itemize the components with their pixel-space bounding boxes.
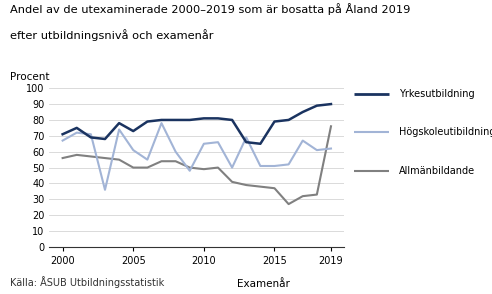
Yrkesutbildning xyxy=(229,118,235,122)
Yrkesutbildning xyxy=(314,104,320,107)
Högskoleutibildning xyxy=(229,166,235,169)
Högskoleutibildning xyxy=(257,164,263,168)
Line: Högskoleutibildning: Högskoleutibildning xyxy=(62,123,331,190)
Högskoleutibildning xyxy=(272,164,277,168)
Högskoleutibildning xyxy=(74,131,80,134)
Högskoleutibildning xyxy=(158,121,164,125)
Allmänbildande xyxy=(328,125,334,128)
Högskoleutibildning xyxy=(243,136,249,139)
Text: efter utbildningsnivå och examenår: efter utbildningsnivå och examenår xyxy=(10,29,214,41)
Allmänbildande xyxy=(173,159,179,163)
Allmänbildande xyxy=(145,166,151,169)
Text: Allmänbildande: Allmänbildande xyxy=(399,166,475,176)
Yrkesutbildning xyxy=(215,117,221,120)
Högskoleutibildning xyxy=(187,169,193,173)
Allmänbildande xyxy=(300,194,306,198)
Allmänbildande xyxy=(257,185,263,188)
Högskoleutibildning xyxy=(215,141,221,144)
Yrkesutbildning xyxy=(257,142,263,146)
Allmänbildande xyxy=(215,166,221,169)
Yrkesutbildning xyxy=(328,102,334,106)
Allmänbildande xyxy=(102,156,108,160)
Line: Yrkesutbildning: Yrkesutbildning xyxy=(62,104,331,144)
Allmänbildande xyxy=(88,155,94,158)
Högskoleutibildning xyxy=(300,139,306,142)
Text: Examenår: Examenår xyxy=(237,279,290,289)
Yrkesutbildning xyxy=(130,129,136,133)
Allmänbildande xyxy=(187,166,193,169)
Text: Källa: ÅSUB Utbildningsstatistik: Källa: ÅSUB Utbildningsstatistik xyxy=(10,276,164,288)
Allmänbildande xyxy=(130,166,136,169)
Yrkesutbildning xyxy=(286,118,292,122)
Högskoleutibildning xyxy=(173,150,179,153)
Allmänbildande xyxy=(243,183,249,187)
Yrkesutbildning xyxy=(158,118,164,122)
Allmänbildande xyxy=(201,167,207,171)
Allmänbildande xyxy=(229,180,235,184)
Text: Högskoleutibildning: Högskoleutibildning xyxy=(399,127,492,137)
Högskoleutibildning xyxy=(286,163,292,166)
Allmänbildande xyxy=(74,153,80,157)
Högskoleutibildning xyxy=(201,142,207,146)
Yrkesutbildning xyxy=(272,120,277,123)
Allmänbildande xyxy=(158,159,164,163)
Yrkesutbildning xyxy=(201,117,207,120)
Allmänbildande xyxy=(272,186,277,190)
Allmänbildande xyxy=(60,156,65,160)
Högskoleutibildning xyxy=(130,148,136,152)
Yrkesutbildning xyxy=(145,120,151,123)
Allmänbildande xyxy=(314,193,320,196)
Yrkesutbildning xyxy=(60,133,65,136)
Yrkesutbildning xyxy=(102,137,108,141)
Högskoleutibildning xyxy=(88,133,94,136)
Högskoleutibildning xyxy=(102,188,108,192)
Högskoleutibildning xyxy=(314,148,320,152)
Yrkesutbildning xyxy=(88,136,94,139)
Text: Yrkesutbildning: Yrkesutbildning xyxy=(399,89,474,99)
Högskoleutibildning xyxy=(145,158,151,161)
Line: Allmänbildande: Allmänbildande xyxy=(62,126,331,204)
Text: Procent: Procent xyxy=(10,72,49,82)
Yrkesutbildning xyxy=(187,118,193,122)
Yrkesutbildning xyxy=(116,121,122,125)
Högskoleutibildning xyxy=(116,128,122,131)
Högskoleutibildning xyxy=(60,139,65,142)
Yrkesutbildning xyxy=(243,141,249,144)
Text: Andel av de utexaminerade 2000–2019 som är bosatta på Åland 2019: Andel av de utexaminerade 2000–2019 som … xyxy=(10,3,410,15)
Högskoleutibildning xyxy=(328,147,334,150)
Yrkesutbildning xyxy=(300,110,306,114)
Yrkesutbildning xyxy=(74,126,80,130)
Allmänbildande xyxy=(116,158,122,161)
Allmänbildande xyxy=(286,202,292,206)
Yrkesutbildning xyxy=(173,118,179,122)
